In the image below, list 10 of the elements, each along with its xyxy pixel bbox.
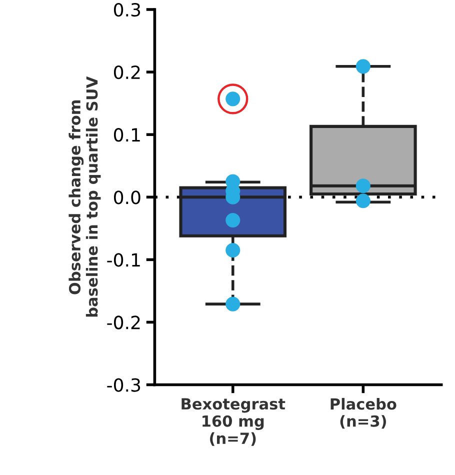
x-tick-label: Bexotegrast 160 mg (n=7) bbox=[182, 398, 286, 446]
y-tick-label: 0.2 bbox=[114, 66, 140, 80]
y-tick-label: 0.3 bbox=[114, 2, 140, 17]
y-tick-label: -0.2 bbox=[107, 316, 140, 330]
x-tick-label: Placebo (n=3) bbox=[330, 398, 396, 429]
y-tick-label: 0.1 bbox=[114, 128, 140, 142]
y-axis-title: Observed change from baseline in top quartile SUV bbox=[68, 76, 101, 317]
y-tick-label: -0.1 bbox=[107, 253, 140, 267]
y-tick-label: 0.0 bbox=[114, 190, 140, 204]
y-tick-label: -0.3 bbox=[107, 378, 140, 392]
